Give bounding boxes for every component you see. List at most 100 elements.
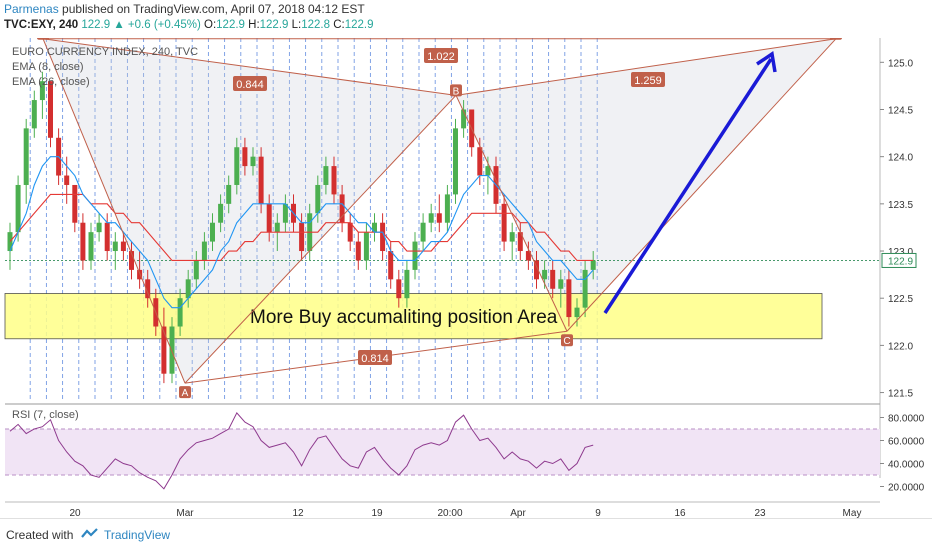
candle-body	[145, 279, 151, 299]
pattern-point-label: X	[40, 38, 47, 41]
candle	[177, 288, 183, 336]
candle	[428, 203, 434, 233]
candle-body	[355, 241, 361, 261]
rsi-tick-label: 80.0000	[888, 414, 925, 425]
last-price-badge	[881, 252, 917, 268]
ema8-legend: EMA (8, close)	[12, 61, 84, 73]
created-with-label: Created with	[6, 528, 74, 542]
time-tick-label: 20	[69, 508, 81, 518]
candle	[574, 298, 580, 327]
candle-body	[137, 269, 143, 280]
candle-body	[226, 184, 232, 204]
rsi-title: RSI (7, close)	[12, 409, 79, 421]
candle-body	[185, 279, 191, 299]
candle	[234, 137, 240, 195]
candle-body	[258, 156, 264, 204]
candle	[461, 100, 467, 138]
price-panel-bg	[5, 38, 880, 402]
tradingview-logo-icon	[81, 528, 98, 538]
candle-body	[453, 128, 458, 195]
close-value: 122.9	[344, 19, 374, 31]
candle	[396, 269, 402, 308]
candle	[193, 251, 199, 289]
candle-body	[582, 269, 588, 308]
candle-body	[234, 147, 240, 185]
author-link[interactable]: Parmenas	[4, 2, 59, 16]
time-tick-label: Mar	[176, 508, 194, 518]
candle-body	[23, 128, 29, 185]
candle-body	[428, 213, 434, 223]
time-tick-label: 20:00	[437, 508, 462, 518]
time-tick-label: 16	[674, 508, 686, 518]
candle-body	[80, 222, 86, 261]
rsi-line	[9, 412, 594, 490]
candle-body	[193, 260, 199, 280]
candle	[501, 194, 507, 252]
candle	[404, 260, 410, 308]
price-tick-label: 124.0	[888, 153, 913, 164]
buy-zone-label: More Buy accumaliting position Area	[250, 307, 558, 328]
chart-title: EURO CURRENCY INDEX, 240, TVC	[12, 46, 198, 58]
candle	[64, 156, 70, 204]
rsi-band	[5, 429, 880, 475]
symbol-line: TVC:EXY, 240 122.9 ▲ +0.6 (+0.45%) O:122…	[4, 19, 373, 31]
pattern-point-label: A	[182, 388, 189, 399]
high-label: H:	[248, 19, 260, 31]
open-value: 122.9	[216, 19, 245, 31]
candle	[534, 251, 539, 289]
candle-body	[420, 222, 426, 242]
close-label: C:	[333, 19, 345, 31]
candle-body	[404, 269, 410, 299]
rsi-tick-label: 20.0000	[888, 483, 925, 494]
high-value: 122.9	[259, 19, 289, 31]
ema26-legend: EMA (26, close)	[12, 76, 90, 88]
chart-header: Parmenas published on TradingView.com, A…	[0, 0, 932, 38]
candle	[509, 222, 515, 261]
candle-body	[64, 175, 70, 185]
candle-body	[558, 279, 564, 289]
candle	[525, 241, 531, 270]
price-tick-label: 122.5	[888, 294, 913, 305]
candle	[23, 118, 29, 204]
candle	[372, 213, 377, 242]
candle	[129, 241, 134, 280]
candle	[339, 184, 345, 233]
rsi-tick-label: 40.0000	[888, 460, 925, 471]
candle-body	[590, 260, 596, 270]
tradingview-link[interactable]: TradingView	[104, 528, 171, 542]
candle-body	[88, 232, 94, 261]
candle-body	[299, 222, 305, 252]
price-tick-label: 122.0	[888, 341, 913, 352]
candle-body	[210, 222, 215, 242]
pattern-leg	[566, 38, 837, 332]
candle-body	[169, 326, 175, 374]
ratio-badge	[358, 350, 392, 365]
candle	[80, 213, 86, 270]
pattern-point-marker	[179, 386, 191, 399]
candle	[145, 269, 151, 308]
candle	[218, 194, 224, 233]
publish-line: Parmenas published on TradingView.com, A…	[4, 2, 365, 16]
price-chart[interactable]: More Buy accumaliting position Area X A B C D…	[0, 27, 932, 519]
candle-body	[266, 203, 272, 233]
candle-body	[509, 232, 515, 242]
candle	[315, 175, 321, 223]
candle	[226, 175, 232, 214]
candle	[363, 222, 369, 270]
candle	[453, 118, 458, 204]
candle-body	[242, 147, 248, 167]
candle-body	[15, 184, 21, 233]
candle	[39, 71, 45, 119]
ratio-label: 0.814	[361, 353, 389, 365]
pattern-leg	[42, 38, 457, 96]
candle	[31, 90, 37, 138]
chart-area[interactable]: More Buy accumaliting position Area X A B C D…	[0, 27, 932, 519]
candle-body	[48, 81, 53, 138]
candle-body	[282, 203, 288, 223]
price-tick-label: 123.5	[888, 200, 913, 211]
footer: Created with TradingView	[0, 518, 932, 551]
candle-body	[331, 166, 337, 195]
candle-body	[274, 222, 280, 233]
candle	[161, 307, 167, 384]
candle-body	[534, 260, 539, 280]
